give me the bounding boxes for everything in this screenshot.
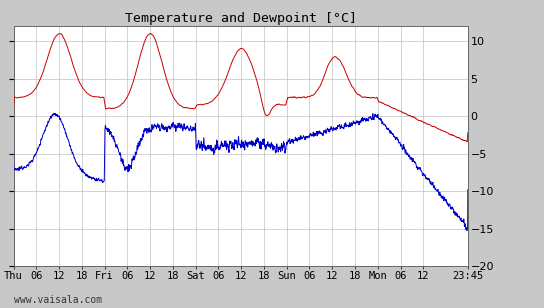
Text: www.vaisala.com: www.vaisala.com bbox=[14, 295, 102, 305]
Title: Temperature and Dewpoint [°C]: Temperature and Dewpoint [°C] bbox=[125, 12, 357, 25]
